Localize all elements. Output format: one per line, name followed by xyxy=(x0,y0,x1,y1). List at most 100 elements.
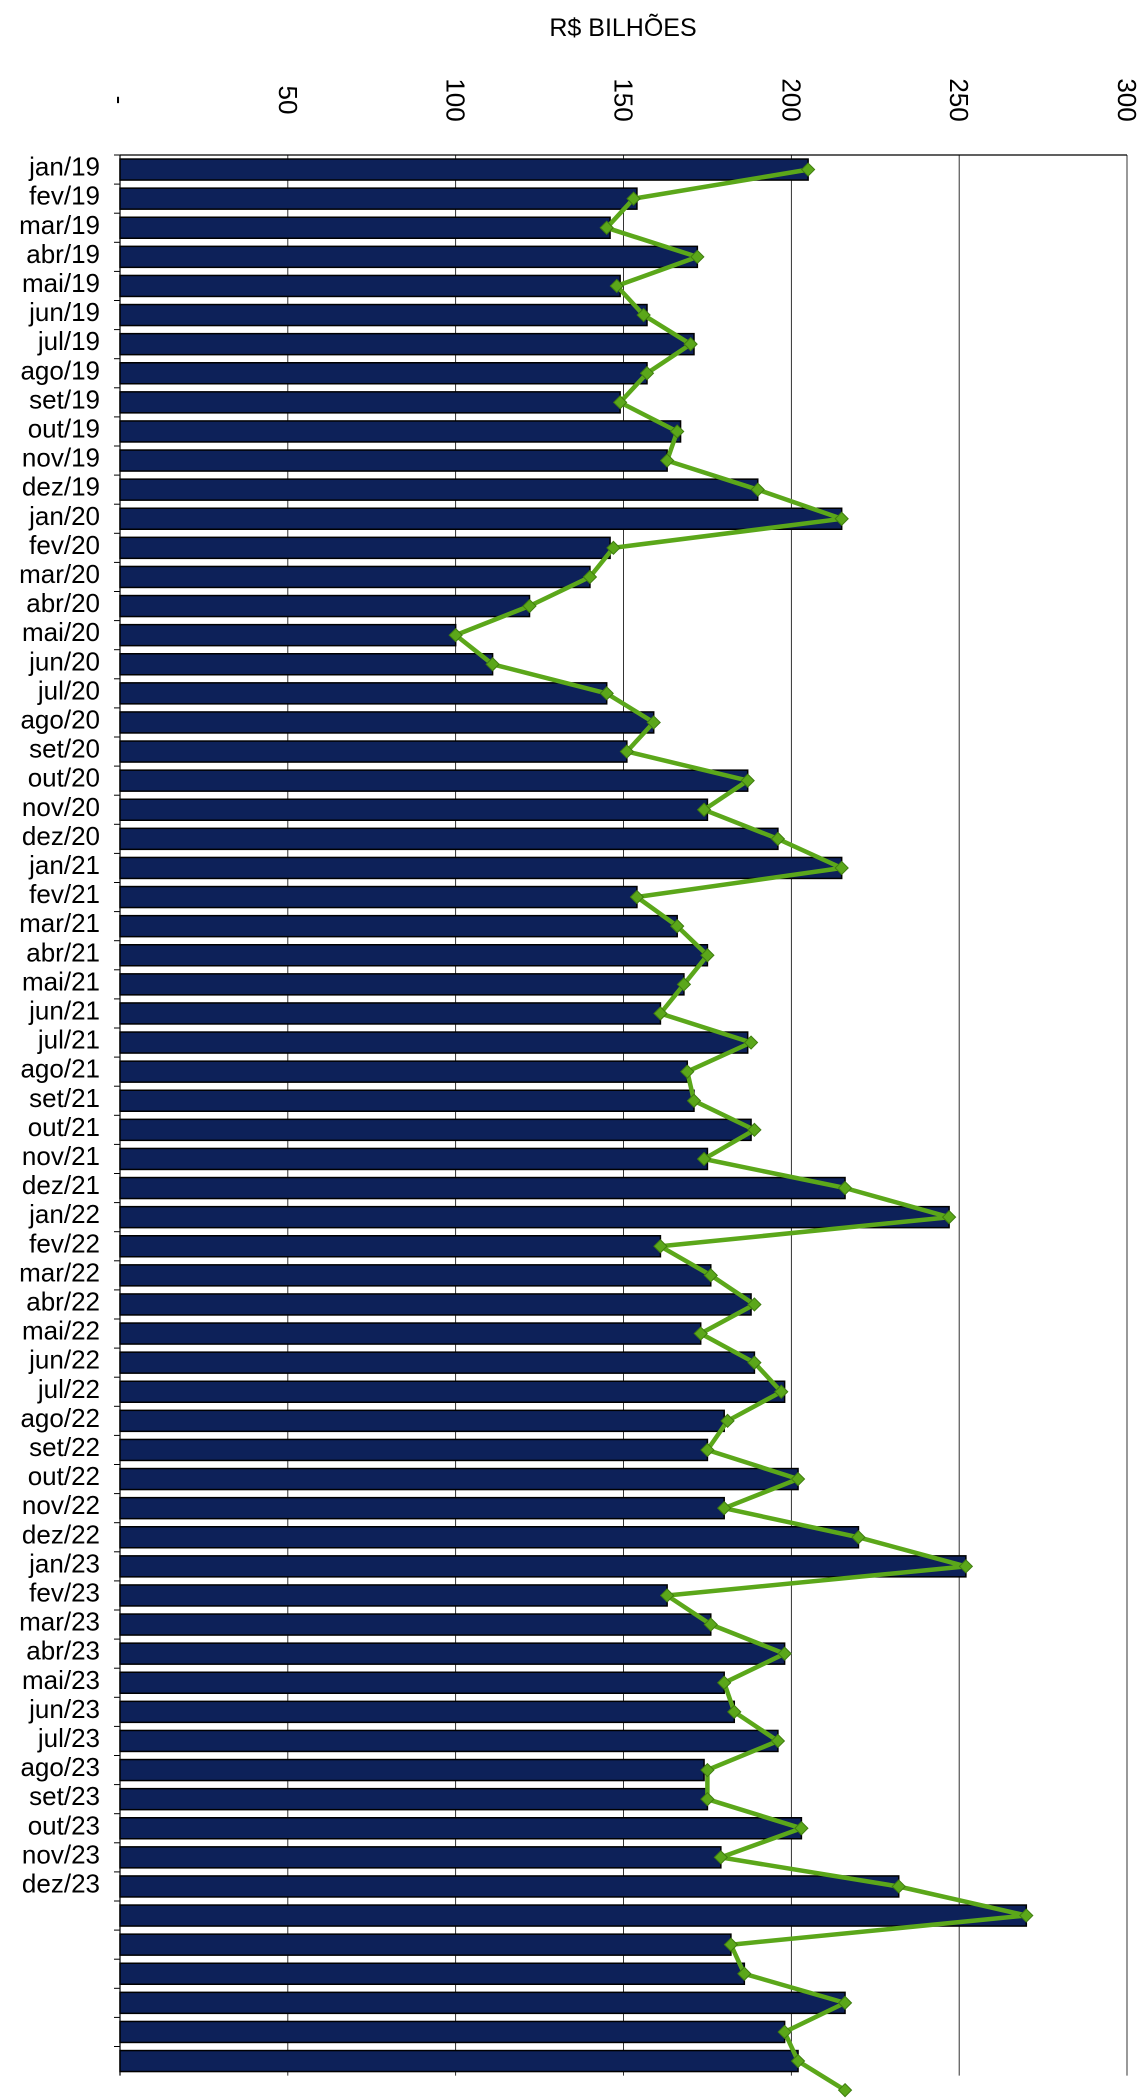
y-category-label: jun/22 xyxy=(28,1345,100,1375)
y-category-label: ago/21 xyxy=(20,1054,100,1084)
bar xyxy=(119,827,779,851)
y-category-label: fev/20 xyxy=(29,530,100,560)
line-marker xyxy=(777,2024,792,2040)
line-marker xyxy=(653,1006,668,1021)
line-marker xyxy=(639,366,655,381)
line-marker xyxy=(720,1413,735,1429)
line-marker xyxy=(774,1384,789,1399)
line-marker xyxy=(958,1559,974,1574)
bar xyxy=(119,1613,712,1636)
line-marker xyxy=(740,773,755,788)
line-marker xyxy=(680,1064,695,1079)
y-category-label: mai/20 xyxy=(22,617,100,647)
line-marker xyxy=(747,1122,762,1138)
bar xyxy=(119,1904,1028,1927)
y-category-label: jun/23 xyxy=(28,1694,100,1724)
y-category-label: nov/22 xyxy=(22,1490,100,1520)
bar xyxy=(119,362,648,385)
bar xyxy=(119,2020,786,2044)
line-marker xyxy=(646,715,661,730)
y-category-label: mar/20 xyxy=(19,559,100,589)
y-category-label: jun/19 xyxy=(28,297,100,327)
bar xyxy=(119,1176,846,1200)
line-marker xyxy=(612,395,628,410)
line-marker xyxy=(582,569,598,585)
line-marker xyxy=(777,1646,792,1661)
bar xyxy=(119,1060,689,1083)
bar xyxy=(119,1205,950,1229)
y-category-label: jul/20 xyxy=(37,675,100,705)
line-marker xyxy=(606,540,621,556)
x-tick-label: 250 xyxy=(944,78,974,121)
y-category-label: jul/19 xyxy=(37,326,100,356)
bar xyxy=(119,1991,846,2015)
bar xyxy=(119,1322,702,1345)
bar xyxy=(119,1380,786,1403)
bar xyxy=(119,478,759,501)
y-axis-category-labels: jan/19fev/19mar/19abr/19mai/19jun/19jul/… xyxy=(19,152,100,1899)
line-marker xyxy=(770,1733,786,1749)
line-marker xyxy=(737,1966,752,1981)
bar xyxy=(119,623,457,647)
bar xyxy=(119,1933,732,1956)
line-marker xyxy=(834,511,849,526)
bar xyxy=(119,914,678,938)
bar xyxy=(119,1671,725,1694)
line-marker xyxy=(727,1704,742,1720)
bar xyxy=(119,1351,756,1374)
y-category-label: dez/20 xyxy=(22,821,100,851)
bar xyxy=(119,1496,725,1520)
x-tick-label: 150 xyxy=(609,78,639,121)
bar xyxy=(119,1584,668,1607)
line-marker xyxy=(659,453,675,468)
bar xyxy=(119,1787,709,1811)
y-category-label: out/22 xyxy=(28,1461,100,1491)
line-series xyxy=(448,162,1034,2098)
y-category-label: jan/19 xyxy=(28,152,100,182)
bar xyxy=(119,711,655,734)
line-marker xyxy=(716,1675,732,1690)
y-category-label: mar/19 xyxy=(19,210,100,240)
bar xyxy=(119,1264,712,1287)
gridlines xyxy=(114,154,1128,2076)
y-category-label: ago/19 xyxy=(20,355,100,385)
bar xyxy=(119,1031,749,1054)
y-category-label: mai/23 xyxy=(22,1665,100,1695)
y-category-label: dez/19 xyxy=(22,472,100,502)
line-marker xyxy=(851,1530,866,1545)
bar xyxy=(119,944,709,967)
y-category-label: jan/22 xyxy=(28,1199,100,1229)
line-marker xyxy=(794,1821,809,1836)
line-marker xyxy=(693,1326,708,1341)
bar xyxy=(119,594,531,618)
line-marker xyxy=(626,191,641,206)
x-axis-title: R$ BILHÕES xyxy=(549,13,696,42)
y-category-label: mar/22 xyxy=(19,1257,100,1287)
bar xyxy=(119,1817,803,1840)
line-marker xyxy=(619,744,635,759)
y-category-label: nov/20 xyxy=(22,792,100,822)
line-marker xyxy=(669,424,685,439)
line-marker xyxy=(696,802,712,817)
bar xyxy=(119,1118,752,1142)
line-marker xyxy=(609,278,624,294)
y-category-label: set/20 xyxy=(29,734,100,764)
line-marker xyxy=(629,889,645,905)
x-axis-ticks: - 50 100 150 200 250 300 xyxy=(105,78,1142,121)
line-marker xyxy=(713,1850,729,1865)
bar xyxy=(119,303,648,327)
bar xyxy=(119,1555,967,1578)
bar xyxy=(119,449,668,472)
line-marker xyxy=(690,249,705,265)
bar xyxy=(119,653,494,676)
bar xyxy=(119,216,611,239)
y-category-label: abr/19 xyxy=(26,239,100,269)
bar xyxy=(119,1467,799,1491)
y-category-label: mar/21 xyxy=(19,908,100,938)
line-marker xyxy=(700,1762,715,1778)
line-marker xyxy=(837,1180,853,1196)
line-marker xyxy=(747,1355,762,1370)
bar xyxy=(119,973,685,996)
bar xyxy=(119,245,699,269)
